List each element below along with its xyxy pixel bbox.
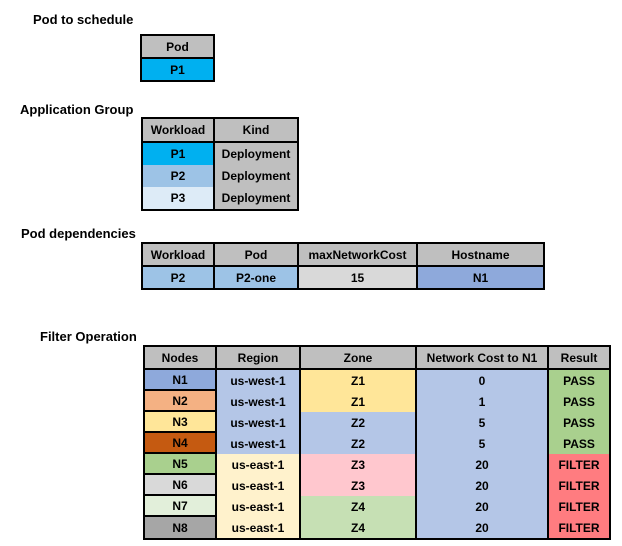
header-max-network-cost: maxNetworkCost [297,244,416,265]
cell-node: N3 [145,412,215,433]
cell-result: FILTER [547,496,609,517]
header-pod: Pod [213,244,297,265]
cell-result: FILTER [547,517,609,538]
header-nodes: Nodes [145,347,215,368]
cell-zone: Z4 [299,517,415,538]
cell-node: N5 [145,454,215,475]
cell-zone: Z3 [299,454,415,475]
cell-max-network-cost: 15 [297,267,416,288]
table-row: P3 Deployment [143,187,297,209]
header-region: Region [215,347,299,368]
cell-workload: P3 [143,187,213,209]
header-hostname: Hostname [416,244,543,265]
cell-zone: Z2 [299,412,415,433]
table-row: N4 us-west-1 Z2 5 PASS [145,433,609,454]
cell-kind: Deployment [213,187,297,209]
application-group-table: Workload Kind P1 Deployment P2 Deploymen… [141,117,299,211]
cell-result: PASS [547,433,609,454]
cell-network-cost: 1 [415,391,547,412]
cell-kind: Deployment [213,165,297,187]
cell-region: us-east-1 [215,496,299,517]
table-header-row: Workload Kind [143,119,297,143]
cell-result: FILTER [547,475,609,496]
cell-region: us-west-1 [215,391,299,412]
application-group-title: Application Group [20,102,134,117]
header-workload: Workload [143,119,213,141]
cell-node: N6 [145,475,215,496]
cell-workload: P2 [143,267,213,288]
cell-region: us-east-1 [215,475,299,496]
cell-result: FILTER [547,454,609,475]
table-row: N3 us-west-1 Z2 5 PASS [145,412,609,433]
table-header-row: Nodes Region Zone Network Cost to N1 Res… [145,347,609,370]
header-pod: Pod [142,36,213,57]
cell-kind: Deployment [213,143,297,165]
table-row: P2 Deployment [143,165,297,187]
cell-workload: P1 [143,143,213,165]
cell-result: PASS [547,412,609,433]
cell-zone: Z2 [299,433,415,454]
cell-zone: Z1 [299,391,415,412]
cell-region: us-west-1 [215,433,299,454]
cell-network-cost: 0 [415,370,547,391]
filter-operation-title: Filter Operation [40,329,137,344]
cell-result: PASS [547,370,609,391]
cell-network-cost: 20 [415,496,547,517]
cell-network-cost: 5 [415,433,547,454]
cell-zone: Z1 [299,370,415,391]
table-row: N6 us-east-1 Z3 20 FILTER [145,475,609,496]
header-workload: Workload [143,244,213,265]
cell-network-cost: 5 [415,412,547,433]
table-header-row: Workload Pod maxNetworkCost Hostname [143,244,543,267]
table-header-row: Pod [142,36,213,59]
cell-zone: Z3 [299,475,415,496]
cell-node: N7 [145,496,215,517]
table-row: P1 [142,59,213,80]
header-kind: Kind [213,119,297,141]
cell-pod: P1 [142,59,213,80]
header-zone: Zone [299,347,415,368]
cell-result: PASS [547,391,609,412]
cell-region: us-west-1 [215,370,299,391]
cell-region: us-east-1 [215,517,299,538]
table-row: N5 us-east-1 Z3 20 FILTER [145,454,609,475]
cell-region: us-east-1 [215,454,299,475]
pod-to-schedule-title: Pod to schedule [33,12,134,27]
cell-pod: P2-one [213,267,297,288]
header-network-cost: Network Cost to N1 [415,347,547,368]
table-row: N2 us-west-1 Z1 1 PASS [145,391,609,412]
pod-dependencies-title: Pod dependencies [21,226,136,241]
filter-operation-table: Nodes Region Zone Network Cost to N1 Res… [143,345,611,540]
cell-network-cost: 20 [415,517,547,538]
table-row: N1 us-west-1 Z1 0 PASS [145,370,609,391]
pod-dependencies-table: Workload Pod maxNetworkCost Hostname P2 … [141,242,545,290]
cell-hostname: N1 [416,267,543,288]
cell-node: N8 [145,517,215,538]
cell-network-cost: 20 [415,475,547,496]
cell-zone: Z4 [299,496,415,517]
table-row: P1 Deployment [143,143,297,165]
header-result: Result [547,347,609,368]
table-row: N8 us-east-1 Z4 20 FILTER [145,517,609,538]
cell-node: N1 [145,370,215,391]
cell-workload: P2 [143,165,213,187]
cell-network-cost: 20 [415,454,547,475]
cell-region: us-west-1 [215,412,299,433]
table-row: N7 us-east-1 Z4 20 FILTER [145,496,609,517]
pod-to-schedule-table: Pod P1 [140,34,215,82]
table-row: P2 P2-one 15 N1 [143,267,543,288]
cell-node: N2 [145,391,215,412]
cell-node: N4 [145,433,215,454]
